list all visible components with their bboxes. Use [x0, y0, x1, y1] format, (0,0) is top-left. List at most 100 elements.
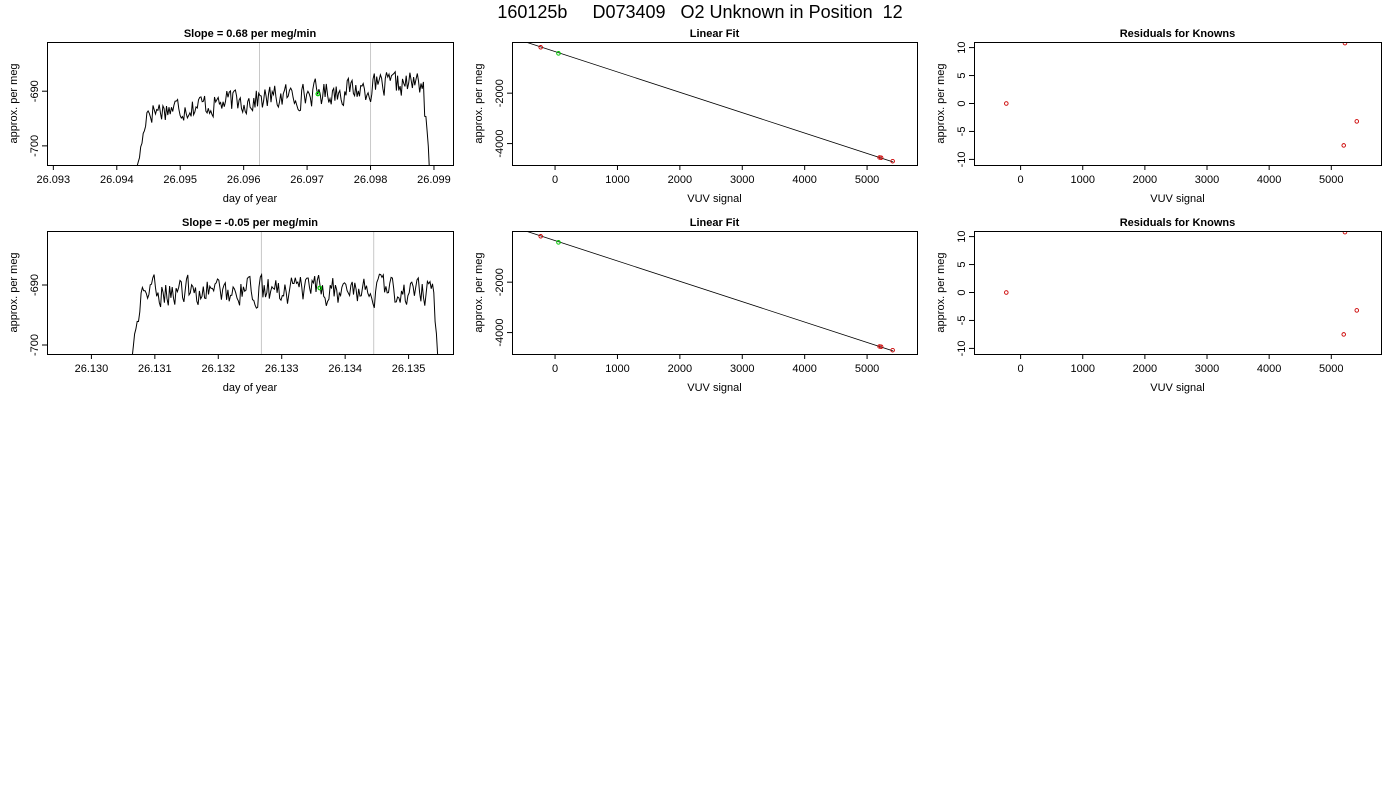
- x-tick-label: 0: [552, 363, 558, 375]
- chart-res2: Residuals for Knowns 0 1000 2000 3000 4000 500…: [935, 217, 1382, 394]
- known-point: [878, 155, 884, 160]
- x-tick-label: 3000: [1195, 174, 1219, 186]
- plot-frame: [974, 231, 1382, 355]
- known-point: [1004, 290, 1009, 295]
- fit-line: [524, 231, 894, 352]
- plot-area: [524, 231, 895, 353]
- x-tick-label: 5000: [855, 363, 879, 375]
- x-tick-label: 3000: [730, 363, 754, 375]
- x-tick-label: 4000: [1257, 174, 1281, 186]
- y-tick-label: -5: [956, 127, 968, 137]
- known-point: [890, 158, 895, 164]
- x-tick-label: 2000: [668, 174, 692, 186]
- x-tick-label: 26.135: [392, 363, 426, 375]
- x-tick-label: 1000: [1070, 363, 1094, 375]
- x-tick-label: 5000: [1319, 174, 1343, 186]
- x-tick-label: 2000: [1133, 363, 1157, 375]
- plot-area: [524, 42, 895, 164]
- plot-area: [131, 231, 439, 354]
- plot-area: [1004, 42, 1360, 148]
- x-tick-label: 2000: [668, 363, 692, 375]
- x-tick-label: 3000: [730, 174, 754, 186]
- y-tick-label: 0: [956, 100, 968, 106]
- chart-fit2: Linear Fit 0 1000 2000 3000 4000 5000 VUV signa…: [473, 217, 918, 394]
- x-tick-label: 26.096: [227, 174, 261, 186]
- known-point: [1341, 332, 1346, 337]
- x-tick-label: 26.132: [201, 363, 235, 375]
- y-tick-label: -10: [956, 340, 968, 356]
- y-tick-label: -2000: [494, 79, 506, 107]
- known-point: [1342, 231, 1348, 235]
- y-tick-label: -4000: [494, 319, 506, 347]
- y-tick-label: -690: [29, 274, 41, 296]
- x-axis-label: VUV signal: [1150, 193, 1204, 205]
- chart-res1: Residuals for Knowns 0 1000 2000 3000 4000 500…: [935, 28, 1382, 205]
- y-axis-label: approx. per meg: [935, 63, 947, 143]
- mean-point: [315, 91, 321, 97]
- fit-line: [524, 42, 894, 163]
- x-tick-label: 26.099: [417, 174, 451, 186]
- x-tick-label: 1000: [605, 174, 629, 186]
- unknown-point: [556, 51, 561, 56]
- data-trace: [131, 272, 439, 354]
- chart-title: Residuals for Knowns: [1120, 28, 1236, 40]
- known-point: [878, 344, 884, 349]
- x-axis-label: VUV signal: [1150, 382, 1204, 394]
- x-axis-label: VUV signal: [687, 382, 741, 394]
- y-tick-label: 5: [956, 261, 968, 267]
- x-axis-label: day of year: [223, 382, 278, 394]
- x-tick-label: 0: [552, 174, 558, 186]
- chart-fit1: Linear Fit 0 1000 2000 3000 4000 5000 VUV signa…: [473, 28, 918, 205]
- y-tick-label: 10: [956, 230, 968, 242]
- y-axis-label: approx. per meg: [473, 252, 485, 332]
- chart-title: Residuals for Knowns: [1120, 217, 1236, 229]
- plot-frame: [512, 231, 918, 355]
- known-point: [1341, 143, 1346, 148]
- y-tick-label: -10: [956, 151, 968, 167]
- x-axis-label: VUV signal: [687, 193, 741, 205]
- plot-area: [136, 42, 430, 165]
- plot-area: [1004, 231, 1360, 337]
- chart-title: Slope = -0.05 per meg/min: [182, 217, 318, 229]
- chart-title: Linear Fit: [690, 28, 740, 40]
- known-point: [1354, 119, 1360, 124]
- x-tick-label: 1000: [1070, 174, 1094, 186]
- x-tick-label: 2000: [1133, 174, 1157, 186]
- x-tick-label: 0: [1018, 174, 1024, 186]
- x-tick-label: 26.133: [265, 363, 299, 375]
- known-point: [538, 234, 543, 239]
- x-tick-label: 5000: [855, 174, 879, 186]
- x-tick-label: 5000: [1319, 363, 1343, 375]
- unknown-point: [556, 240, 561, 245]
- y-axis-label: approx. per meg: [8, 252, 20, 332]
- known-point: [538, 45, 543, 50]
- chart-title: Linear Fit: [690, 217, 740, 229]
- y-tick-label: -690: [29, 80, 41, 102]
- x-tick-label: 26.130: [75, 363, 109, 375]
- y-tick-label: 5: [956, 72, 968, 78]
- page-title: 160125b D073409 O2 Unknown in Position 1…: [497, 2, 903, 22]
- y-tick-label: -700: [29, 334, 41, 356]
- y-tick-label: -4000: [494, 130, 506, 158]
- known-point: [1004, 101, 1009, 106]
- x-tick-label: 4000: [792, 174, 816, 186]
- y-tick-label: 10: [956, 41, 968, 53]
- y-tick-label: -700: [29, 135, 41, 157]
- x-tick-label: 4000: [1257, 363, 1281, 375]
- x-tick-label: 0: [1018, 363, 1024, 375]
- x-tick-label: 4000: [792, 363, 816, 375]
- x-tick-label: 26.134: [328, 363, 362, 375]
- x-tick-label: 3000: [1195, 363, 1219, 375]
- data-trace: [136, 70, 430, 165]
- known-point: [1342, 42, 1348, 46]
- x-axis-label: day of year: [223, 193, 278, 205]
- x-tick-label: 26.097: [290, 174, 324, 186]
- x-tick-label: 26.093: [37, 174, 71, 186]
- y-tick-label: -2000: [494, 268, 506, 296]
- chart-ts1: Slope = 0.68 per meg/min 26.093 26.094 26.0…: [8, 28, 454, 205]
- known-point: [1354, 308, 1360, 313]
- y-axis-label: approx. per meg: [8, 63, 20, 143]
- y-axis-label: approx. per meg: [935, 252, 947, 332]
- known-point: [890, 347, 895, 353]
